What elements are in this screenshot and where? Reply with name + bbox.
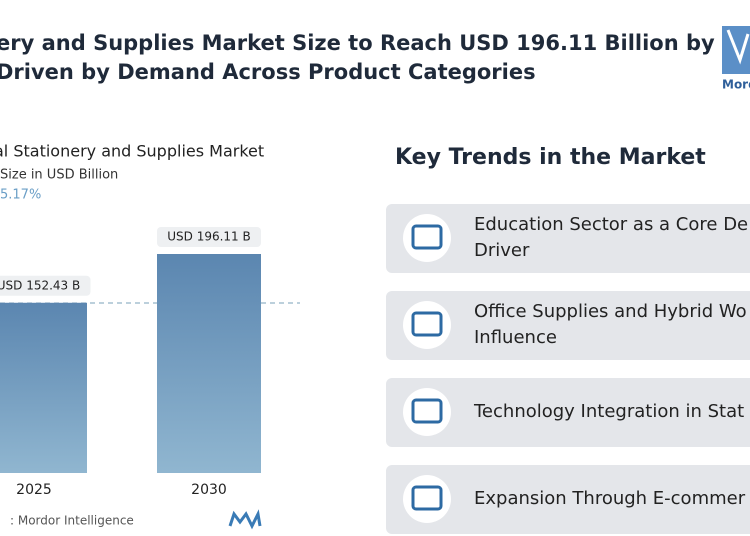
trend-card (386, 378, 750, 447)
trend-text: Expansion Through E-commer (474, 488, 746, 509)
logo-mark (726, 29, 750, 65)
chart-subtitle: Size in USD Billion (0, 168, 118, 183)
bar (0, 302, 87, 473)
trend-icon-bg (403, 388, 451, 436)
trend-card (386, 291, 750, 360)
trend-text: Office Supplies and Hybrid Wo (474, 301, 747, 322)
trend-icon (411, 485, 443, 511)
chart-title: al Stationery and Supplies Market (0, 142, 264, 161)
trends-title: Key Trends in the Market (395, 145, 706, 170)
value-label-box (157, 227, 261, 247)
trend-icon-bg (403, 301, 451, 349)
x-tick-label: 2030 (191, 482, 227, 498)
trend-text: Driver (474, 240, 530, 261)
footer-logo (228, 509, 262, 530)
source: : Mordor Intelligence (10, 514, 134, 528)
trend-icon (411, 398, 443, 424)
page-title: ery and Supplies Market Size to Reach US… (0, 31, 715, 55)
trend-card (386, 204, 750, 273)
bar (157, 254, 261, 473)
trend-icon (411, 311, 443, 337)
trend-icon-bg (403, 214, 451, 262)
trend-text: Education Sector as a Core De (474, 214, 748, 235)
value-label-box (0, 275, 91, 296)
x-tick-label: 2025 (16, 482, 52, 498)
logo-text: Mord (722, 78, 750, 92)
trend-text: Influence (474, 327, 557, 348)
trend-card (386, 465, 750, 534)
page-title: Driven by Demand Across Product Categori… (0, 60, 536, 84)
value-label: USD 152.43 B (0, 278, 80, 292)
value-label: USD 196.11 B (167, 230, 251, 244)
trend-icon (411, 224, 443, 250)
trend-text: Technology Integration in Stat (473, 401, 744, 422)
cagr: 5.17% (0, 188, 41, 203)
trend-icon-bg (403, 475, 451, 523)
